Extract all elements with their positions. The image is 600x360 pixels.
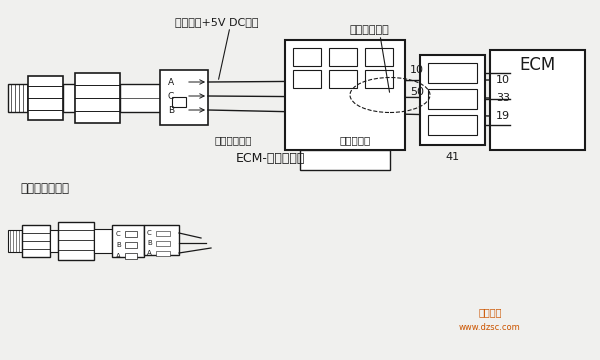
Bar [94, 229, 112, 253]
Bar [490, 50, 585, 150]
Text: 机油压力传感器: 机油压力传感器 [20, 181, 69, 194]
Bar [144, 225, 179, 255]
Bar [125, 231, 137, 237]
Bar [125, 242, 137, 248]
Text: 机油压力回路: 机油压力回路 [215, 135, 253, 145]
Bar [156, 241, 170, 246]
Text: 发动机线束: 发动机线束 [340, 135, 371, 145]
Bar [112, 225, 144, 257]
Bar [156, 251, 170, 256]
Text: 41: 41 [445, 152, 460, 162]
Bar [120, 84, 160, 112]
Text: www.dzsc.com: www.dzsc.com [459, 323, 521, 332]
Text: 机油压力+5V DC电源: 机油压力+5V DC电源 [175, 17, 259, 27]
Text: B: B [168, 105, 174, 114]
Text: 维库一下: 维库一下 [478, 307, 502, 317]
Bar [8, 230, 22, 252]
Text: 10: 10 [410, 65, 424, 75]
Bar [58, 222, 94, 260]
Text: B: B [147, 240, 152, 246]
Bar [428, 115, 477, 135]
Bar [365, 48, 393, 66]
Bar [156, 231, 170, 236]
Text: 19: 19 [496, 111, 510, 121]
Text: 33: 33 [496, 93, 510, 103]
Bar [293, 48, 321, 66]
Bar [329, 70, 357, 88]
Bar [329, 48, 357, 66]
Text: C: C [147, 230, 152, 236]
Text: A: A [147, 250, 152, 256]
Text: 10: 10 [496, 75, 510, 85]
Bar [285, 40, 405, 150]
Text: 50: 50 [410, 87, 424, 97]
Bar [300, 150, 390, 170]
Text: C: C [168, 91, 174, 100]
Text: ECM: ECM [520, 56, 556, 74]
Text: ECM-发动机线束: ECM-发动机线束 [235, 152, 305, 165]
Text: 机油压力信号: 机油压力信号 [350, 25, 390, 35]
Bar [428, 89, 477, 109]
Bar [8, 84, 28, 112]
Bar [428, 63, 477, 83]
Bar [22, 225, 50, 257]
Bar [365, 70, 393, 88]
Bar [50, 230, 58, 252]
Bar [63, 84, 75, 112]
Text: B: B [116, 242, 121, 248]
Bar [172, 97, 186, 107]
Bar [75, 73, 120, 123]
Text: A: A [116, 253, 121, 259]
Bar [5, 20, 595, 175]
Bar [125, 253, 137, 259]
Bar [28, 76, 63, 120]
Bar [420, 55, 485, 145]
Text: A: A [168, 77, 174, 86]
Text: C: C [116, 231, 121, 237]
Bar [293, 70, 321, 88]
Bar [160, 70, 208, 125]
